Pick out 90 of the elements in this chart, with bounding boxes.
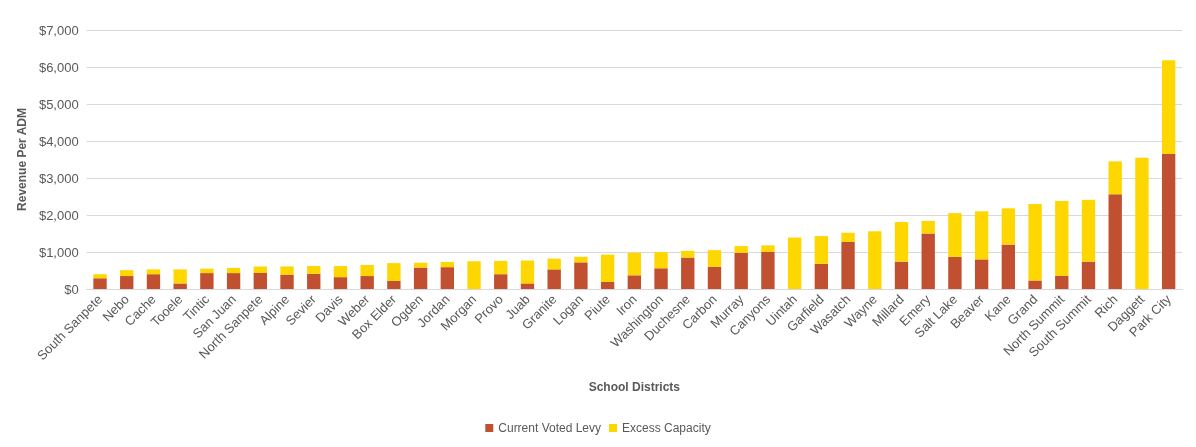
bar: [1081, 261, 1096, 289]
y-tick-label: $4,000: [38, 133, 79, 149]
bar: [787, 237, 802, 289]
bar: [734, 252, 748, 289]
bar: [146, 269, 161, 275]
bar: [547, 258, 561, 270]
bar: [654, 268, 668, 289]
bar: [387, 263, 401, 281]
bar: [226, 267, 241, 274]
bar: [494, 260, 508, 275]
bar: [1028, 203, 1042, 281]
bar: [387, 280, 401, 289]
bar: [600, 281, 615, 289]
bar: [440, 267, 454, 289]
bar: [413, 267, 428, 289]
bar: [574, 256, 588, 263]
bar: [520, 283, 535, 289]
bar: [654, 252, 668, 269]
bar: [1055, 275, 1069, 289]
y-tick-label: $3,000: [38, 170, 79, 186]
bar: [627, 252, 642, 276]
bar: [440, 261, 454, 268]
bar: [948, 256, 962, 289]
bar: [146, 274, 161, 289]
x-axis-title: School Districts: [588, 380, 681, 394]
bar: [974, 259, 989, 289]
y-tick-label: $0: [64, 281, 79, 297]
bar: [841, 242, 855, 289]
bar: [307, 266, 321, 274]
bar: [600, 254, 615, 282]
y-tick-label: $6,000: [38, 59, 79, 75]
bar: [681, 250, 695, 258]
bar: [226, 273, 241, 289]
bar: [413, 262, 428, 268]
bar: [333, 277, 348, 289]
legend-label: Excess Capacity: [622, 421, 711, 435]
bar: [894, 222, 909, 262]
bar: [921, 233, 935, 289]
bar: [494, 274, 508, 289]
bar: [1001, 244, 1016, 289]
bar: [1135, 157, 1149, 289]
bar: [841, 232, 855, 243]
bar: [948, 213, 962, 257]
bar: [200, 273, 214, 289]
bar: [1001, 208, 1016, 245]
bar: [333, 266, 348, 278]
legend-label: Current Voted Levy: [498, 421, 602, 435]
bar: [574, 262, 588, 289]
bar: [974, 211, 989, 260]
y-tick-label: $7,000: [38, 22, 79, 38]
bar: [681, 257, 695, 289]
y-axis-title: Revenue Per ADM: [15, 108, 29, 211]
bar: [761, 252, 775, 289]
bar: [93, 274, 107, 279]
bar: [1055, 200, 1069, 276]
bar: [1108, 161, 1122, 195]
bar: [280, 274, 294, 289]
y-tick-label: $2,000: [38, 207, 79, 223]
bar: [1081, 199, 1096, 262]
bar: [627, 275, 642, 289]
bar: [360, 276, 374, 289]
bar: [707, 266, 722, 289]
bar: [120, 270, 134, 277]
bar: [253, 266, 267, 274]
bar: [1161, 60, 1176, 154]
bar: [520, 260, 535, 284]
bar: [707, 250, 722, 267]
bar: [120, 276, 134, 289]
bar: [1028, 280, 1042, 289]
bar: [467, 261, 481, 289]
bar: [734, 246, 748, 253]
bar: [814, 236, 829, 264]
bar: [868, 231, 882, 289]
bar: [547, 269, 561, 289]
y-tick-label: $5,000: [38, 96, 79, 112]
bar: [1108, 194, 1122, 289]
bar: [200, 268, 214, 274]
bar: [93, 278, 107, 289]
bar: [894, 261, 909, 289]
bar: [173, 283, 187, 289]
bar: [814, 263, 829, 289]
bar: [173, 269, 187, 284]
bar: [280, 266, 294, 275]
bar: [360, 264, 374, 277]
bar: [761, 245, 775, 252]
bar: [921, 220, 935, 234]
bar: [1161, 153, 1176, 289]
y-tick-label: $1,000: [38, 244, 79, 260]
bar: [307, 273, 321, 289]
bar: [253, 273, 267, 289]
